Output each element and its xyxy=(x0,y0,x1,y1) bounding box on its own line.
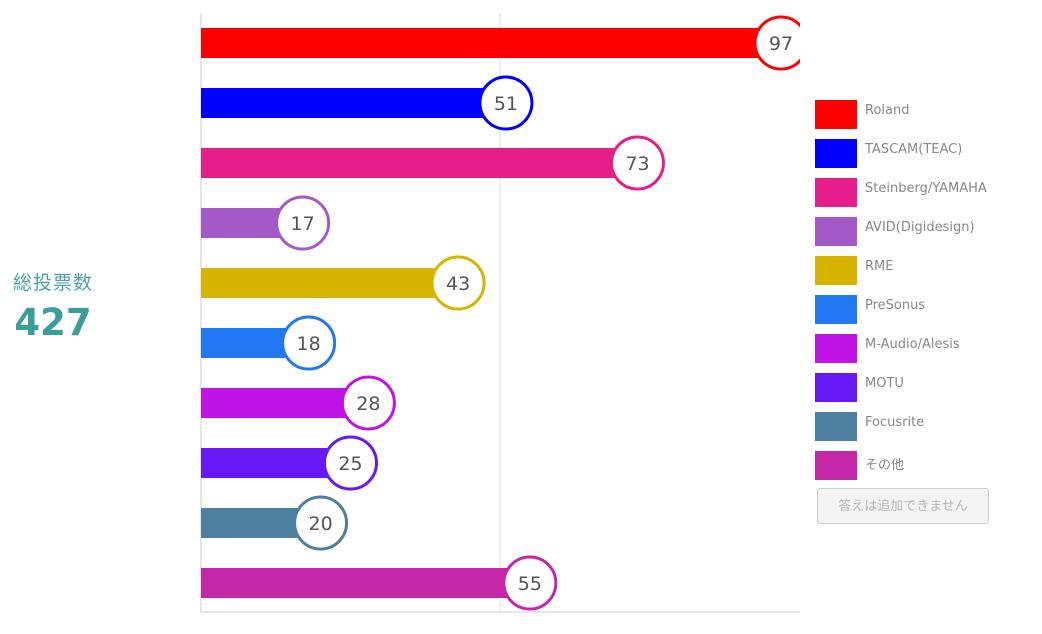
value-label-circle xyxy=(322,435,378,491)
legend-item: Focusrite xyxy=(815,412,1015,451)
bar[interactable] xyxy=(201,88,506,118)
add-answer-button[interactable]: 答えは追加できません xyxy=(817,488,989,524)
bar[interactable] xyxy=(201,268,459,298)
legend-label: M-Audio/Alesis xyxy=(865,337,960,352)
value-label-circle xyxy=(430,255,486,311)
legend-item: その他 xyxy=(815,451,1015,490)
legend-item: RME xyxy=(815,256,1015,295)
legend-label: RME xyxy=(865,259,894,274)
legend-label: その他 xyxy=(865,458,905,473)
total-votes-panel: 総投票数 427 xyxy=(0,268,106,344)
value-label-circle xyxy=(478,75,534,131)
chart-legend: Roland TASCAM(TEAC) Steinberg/YAMAHA AVID(D… xyxy=(815,100,1015,490)
legend-label: MOTU xyxy=(865,376,904,391)
bar[interactable] xyxy=(201,28,781,58)
legend-label: Focusrite xyxy=(865,415,925,430)
value-label-circle xyxy=(275,195,331,251)
bar-chart: 97 51 73 17 43 18 28 25 20 55 xyxy=(200,13,800,613)
legend-item: M-Audio/Alesis xyxy=(815,334,1015,373)
legend-label: TASCAM(TEAC) xyxy=(865,142,963,157)
legend-swatch xyxy=(815,256,857,285)
legend-label: Steinberg/YAMAHA xyxy=(865,181,987,196)
legend-swatch xyxy=(815,412,857,441)
value-label: 28 xyxy=(356,393,380,415)
value-label-circle xyxy=(281,315,337,371)
legend-swatch xyxy=(815,139,857,168)
legend-swatch xyxy=(815,217,857,246)
value-label-circle xyxy=(340,375,396,431)
legend-swatch xyxy=(815,178,857,207)
value-label-circle xyxy=(609,135,665,191)
legend-item: AVID(Digidesign) xyxy=(815,217,1015,256)
bar[interactable] xyxy=(201,388,369,418)
legend-item: Roland xyxy=(815,100,1015,139)
total-votes-value: 427 xyxy=(14,301,92,344)
value-label-circle xyxy=(293,495,349,551)
legend-swatch xyxy=(815,295,857,324)
value-label: 97 xyxy=(769,33,793,55)
legend-item: Steinberg/YAMAHA xyxy=(815,178,1015,217)
legend-item: MOTU xyxy=(815,373,1015,412)
legend-swatch xyxy=(815,373,857,402)
legend-label: AVID(Digidesign) xyxy=(865,220,975,235)
legend-swatch xyxy=(815,451,857,480)
value-label: 20 xyxy=(308,513,332,535)
value-label: 51 xyxy=(494,93,518,115)
legend-label: Roland xyxy=(865,103,910,118)
value-label-circle xyxy=(753,15,800,71)
legend-item: TASCAM(TEAC) xyxy=(815,139,1015,178)
legend-swatch xyxy=(815,334,857,363)
bar[interactable] xyxy=(201,148,638,178)
total-votes-label: 総投票数 xyxy=(12,272,93,294)
value-label: 17 xyxy=(291,213,315,235)
value-label: 18 xyxy=(297,333,321,355)
legend-swatch xyxy=(815,100,857,129)
legend-item: PreSonus xyxy=(815,295,1015,334)
value-label-circle xyxy=(502,555,558,611)
value-label: 43 xyxy=(446,273,470,295)
bar[interactable] xyxy=(201,568,530,598)
legend-label: PreSonus xyxy=(865,298,926,313)
value-label: 73 xyxy=(625,153,649,175)
value-label: 25 xyxy=(338,453,362,475)
value-label: 55 xyxy=(518,573,542,595)
